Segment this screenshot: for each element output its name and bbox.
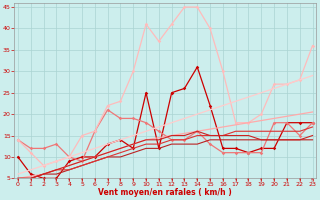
X-axis label: Vent moyen/en rafales ( km/h ): Vent moyen/en rafales ( km/h ) — [98, 188, 232, 197]
